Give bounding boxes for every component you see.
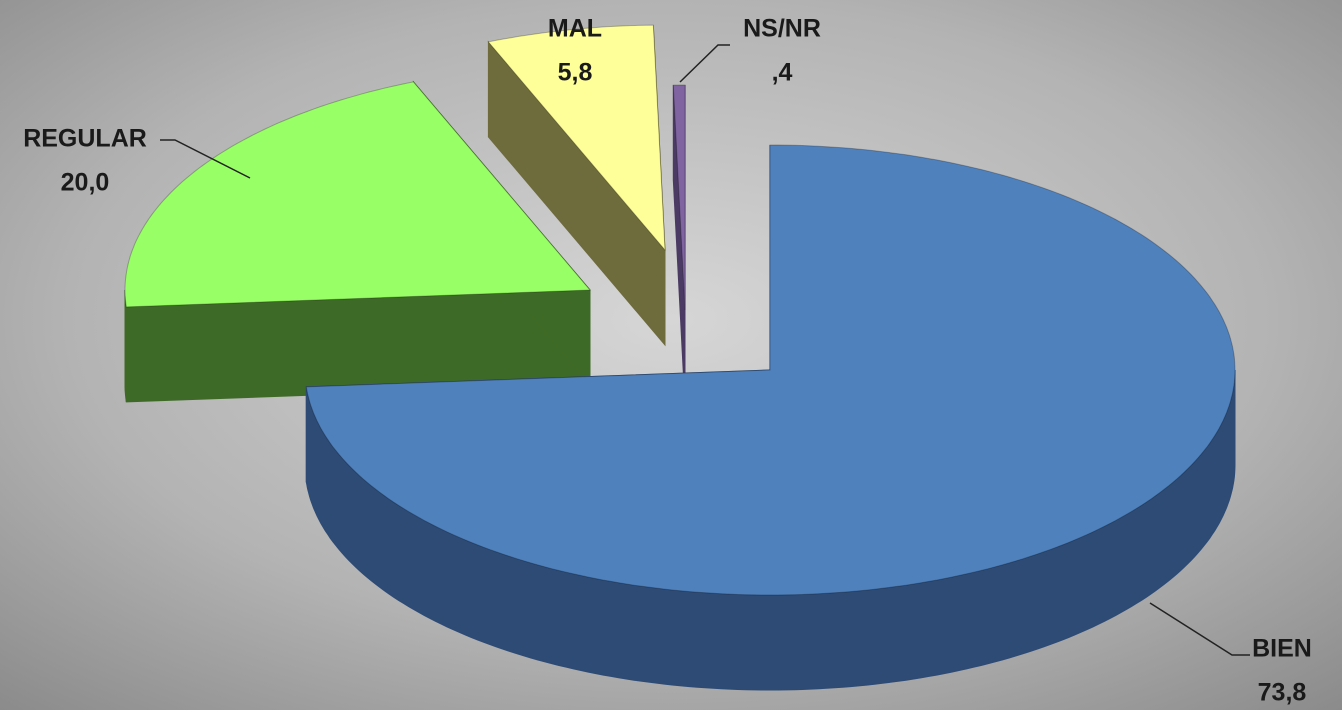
labels: BIEN 73,8 REGULAR 20,0 MAL 5,8 NS/NR ,4 xyxy=(23,15,1312,707)
slice xyxy=(124,81,592,308)
slice xyxy=(305,144,1236,596)
value-label: 73,8 xyxy=(1258,679,1307,707)
value-label: 20,0 xyxy=(61,169,110,197)
value-label: ,4 xyxy=(772,59,793,87)
pie xyxy=(124,24,1236,691)
value-label: 5,8 xyxy=(558,59,593,87)
slice-label: MAL xyxy=(548,15,602,43)
leader-line xyxy=(679,44,730,83)
leader-line xyxy=(160,139,251,179)
slice xyxy=(672,84,686,311)
leader-line xyxy=(1149,602,1250,656)
slice-label: NS/NR xyxy=(743,15,821,43)
slice xyxy=(487,24,666,252)
slice-label: REGULAR xyxy=(23,125,147,153)
slice-label: BIEN xyxy=(1252,635,1312,663)
